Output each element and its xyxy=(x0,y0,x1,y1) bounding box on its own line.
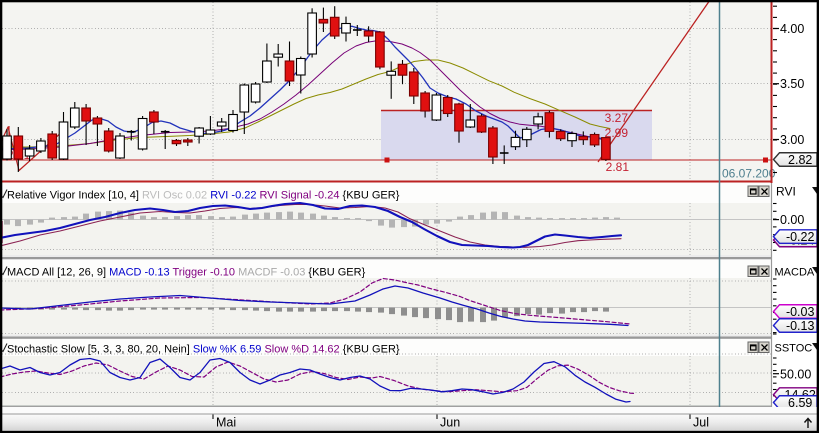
svg-text:Jul: Jul xyxy=(693,416,709,430)
svg-text:3.50: 3.50 xyxy=(780,77,804,91)
svg-text:SSTOC: SSTOC xyxy=(775,343,813,355)
svg-text:0.00: 0.00 xyxy=(780,213,804,227)
svg-text:-0.13: -0.13 xyxy=(786,319,815,333)
svg-text:2.99: 2.99 xyxy=(605,126,629,140)
svg-text:6.59: 6.59 xyxy=(788,396,812,410)
svg-text:Stochastic Slow [5, 3, 3, 80,: Stochastic Slow [5, 3, 3, 80, 20, Nein] … xyxy=(7,344,400,356)
svg-text:MACD All [12, 26, 9] MACD -0.1: MACD All [12, 26, 9] MACD -0.13 Trigger … xyxy=(7,267,366,279)
svg-text:Mai: Mai xyxy=(216,416,236,430)
svg-text:-0.22: -0.22 xyxy=(786,230,815,244)
svg-text:2.82: 2.82 xyxy=(788,153,812,167)
svg-text:3.00: 3.00 xyxy=(780,133,804,147)
svg-text:50.00: 50.00 xyxy=(780,367,811,381)
svg-text:06.07.200: 06.07.200 xyxy=(722,167,776,181)
svg-text:RVI: RVI xyxy=(776,185,796,199)
svg-text:MACDA: MACDA xyxy=(775,267,815,279)
svg-text:Relative Vigor Index [10, 4] R: Relative Vigor Index [10, 4] RVI Osc 0.0… xyxy=(7,190,400,202)
svg-text:-0.03: -0.03 xyxy=(786,305,815,319)
svg-text:2.81: 2.81 xyxy=(606,160,630,174)
svg-text:3.27: 3.27 xyxy=(605,111,629,125)
svg-text:4.00: 4.00 xyxy=(780,22,804,36)
svg-text:Jun: Jun xyxy=(440,416,460,430)
